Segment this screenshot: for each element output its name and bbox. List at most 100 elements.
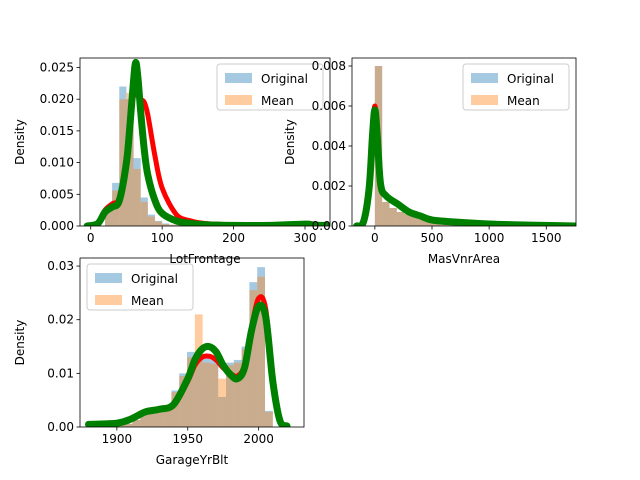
x-tick-label: 500 [421,231,444,245]
bar-mean-6 [163,407,172,427]
bar-mean-2 [132,420,141,427]
x-tick-label: 300 [294,231,317,245]
legend-label-mean: Mean [507,94,540,108]
bar-mean-2 [119,99,127,226]
bar-original-14 [226,362,234,427]
x-tick-label: 200 [222,231,245,245]
y-tick-label: 0.025 [40,61,74,75]
bar-original-1 [382,202,390,226]
bar-original-7 [171,390,180,427]
x-axis-label: GarageYrBlt [156,453,229,467]
y-tick-label: 0.02 [47,313,74,327]
bar-original-18 [257,267,266,427]
legend: Original Mean [216,63,324,111]
bar-mean-5 [140,201,148,226]
plot-area [83,58,330,226]
y-axis-label: Density [13,119,27,165]
bar-mean-7 [171,392,180,427]
bar-original-15 [233,359,242,427]
x-tick-label: 1950 [172,432,203,446]
y-tick-label: 0.00 [47,420,74,434]
legend-label-original: Original [507,72,554,86]
legend-swatch-mean [95,295,122,305]
bar-mean-11 [202,362,211,427]
legend: Original Mean [86,263,194,311]
y-axis-label: Density [283,119,297,165]
x-tick-label: 1900 [102,432,133,446]
bar-original-2 [389,208,397,226]
subplot-2: 0 500 1000 1500 0.000 0.002 0.004 0.006 0.008 Mas… [283,57,577,266]
bar-mean-6 [418,218,427,226]
subplot-1: 0 100 200 300 0.000 0.005 0.010 0.015 0.020 0.025… [13,57,331,266]
y-tick-label: 0.03 [47,259,74,273]
legend-swatch-mean [225,95,252,105]
legend-swatch-original [95,273,122,283]
bar-mean-12 [210,363,219,427]
bar-original-16 [241,346,250,427]
bar-mean-10 [194,314,203,427]
bar-original-11 [202,358,211,427]
bar-mean-8 [162,224,170,226]
bar-original-3 [396,212,405,226]
x-axis-label: LotFrontage [169,252,240,266]
bar-mean-1 [382,202,390,226]
bar-original-7 [155,220,163,226]
bar-mean-13 [218,378,227,427]
bar-mean-4 [404,214,412,226]
bar-original-8 [162,223,170,226]
kde-line-mean [83,58,330,226]
bar-original-5 [155,409,164,427]
legend-swatch-mean [471,95,498,105]
bar-mean-4 [148,409,156,427]
bar-original-5 [411,216,419,226]
bar-mean-8 [179,376,188,427]
kde-line-mean [85,301,291,427]
plot-area [353,66,576,226]
bar-original-10 [194,355,203,427]
bar-original-17 [249,282,258,427]
bar-mean-3 [396,212,405,226]
legend-box [86,263,194,311]
subplot-3: 1900 1950 2000 0.00 0.01 0.02 0.03 GarageYrBlt D… [13,257,305,467]
bar-mean-17 [249,290,258,427]
bar-mean-0 [105,210,113,226]
bar-mean-9 [169,224,177,226]
bar-original-6 [147,214,155,226]
bar-original-1 [124,423,133,427]
y-tick-label: 0.004 [312,139,346,153]
bar-mean-5 [155,409,164,427]
x-tick-label: 0 [371,231,379,245]
bar-mean-4 [133,168,141,226]
y-tick-label: 0.005 [40,187,74,201]
axes-frame [79,57,331,227]
y-tick-label: 0.006 [312,99,346,113]
legend-swatch-original [225,73,252,83]
y-tick-label: 0.01 [47,366,74,380]
y-tick-label: 0.015 [40,124,74,138]
bar-original-3 [140,411,149,427]
axes-frame [351,57,577,227]
bar-original-9 [187,351,195,427]
x-tick-label: 1000 [474,231,505,245]
bar-mean-7 [155,221,163,226]
bar-original-5 [140,197,148,226]
bar-original-2 [119,86,127,226]
legend-label-mean: Mean [131,294,164,308]
bar-original-8 [179,373,188,427]
bar-mean-2 [389,208,397,226]
bar-mean-1 [124,423,133,427]
bar-original-9 [169,224,177,226]
plot-area [85,267,291,427]
legend-swatch-original [471,73,498,83]
legend-box [216,63,324,111]
kde-line-mean [353,106,576,226]
bar-mean-19 [265,411,273,427]
bar-mean-3 [140,411,149,427]
y-axis-label: Density [13,320,27,366]
x-tick-label: 0 [87,231,95,245]
legend-label-original: Original [131,272,178,286]
legend: Original Mean [462,63,570,111]
bar-original-13 [218,396,227,427]
legend-label-original: Original [261,72,308,86]
y-tick-label: 0.020 [40,92,74,106]
